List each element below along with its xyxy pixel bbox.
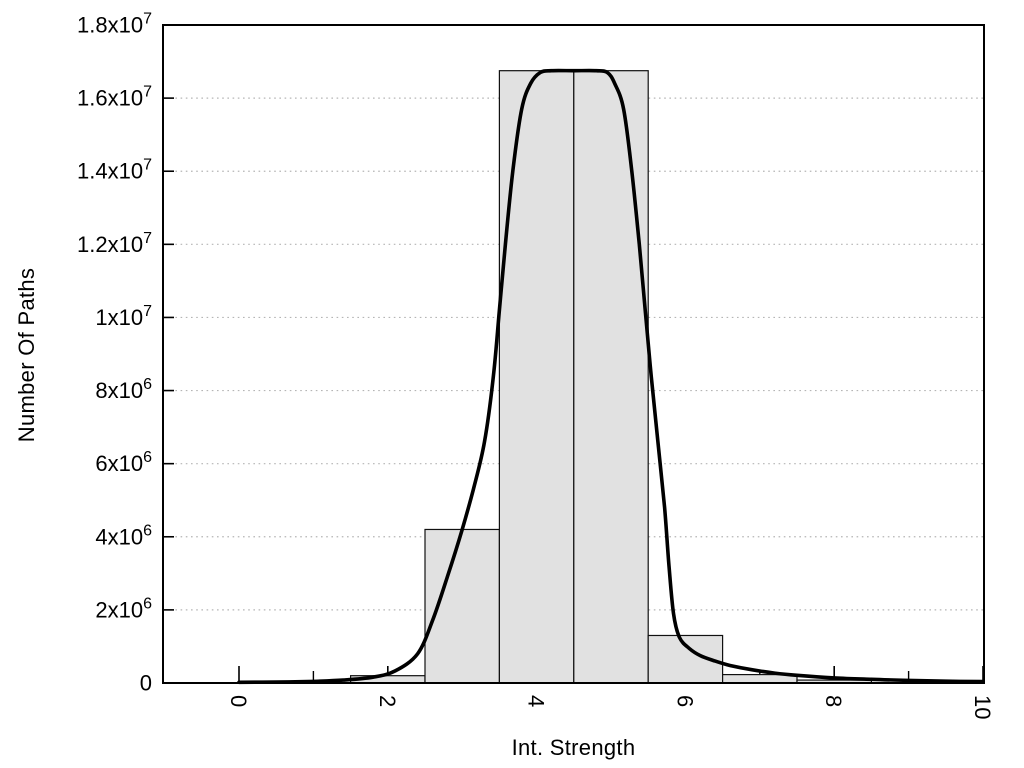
density-curve <box>237 68 985 685</box>
y-tick-label: 4x106 <box>95 522 152 549</box>
x-tick-label: 0 <box>226 695 251 707</box>
y-tick-label: 1.4x107 <box>77 157 152 184</box>
y-tick-label: 1x107 <box>95 303 152 330</box>
y-tick-label: 6x106 <box>95 449 152 476</box>
x-tick-label: 4 <box>524 695 549 707</box>
y-tick-label: 1.2x107 <box>77 230 152 257</box>
x-tick-label: 6 <box>672 695 697 707</box>
y-tick-label: 1.6x107 <box>77 84 152 111</box>
y-tick-label: 0 <box>140 671 152 696</box>
x-tick-label: 10 <box>970 695 995 719</box>
plot-border <box>162 24 985 684</box>
y-tick-label: 1.8x107 <box>77 11 152 38</box>
x-tick-label: 2 <box>375 695 400 707</box>
x-axis-title: Int. Strength <box>511 735 636 760</box>
y-tick-label: 2x106 <box>95 595 152 622</box>
histogram-bar <box>498 70 575 684</box>
y-tick-label: 8x106 <box>95 376 152 403</box>
x-tick-label: 8 <box>821 695 846 707</box>
y-axis-title: Number Of Paths <box>14 267 39 443</box>
histogram-bar <box>573 70 649 684</box>
